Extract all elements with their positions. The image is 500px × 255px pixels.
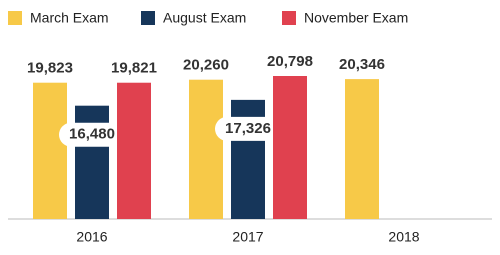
legend-label: November Exam [304,10,408,26]
value-label: 20,346 [339,56,385,73]
x-tick-label: 2018 [388,229,419,245]
value-label: 20,798 [267,53,313,70]
legend-label: March Exam [30,10,109,26]
value-label: 17,326 [225,120,271,137]
bar [273,76,307,219]
bar [33,82,67,219]
bar [117,82,151,219]
legend-swatch [8,11,22,25]
value-label: 16,480 [69,126,115,143]
bar [189,79,223,220]
x-tick-label: 2017 [232,229,263,245]
value-label-bg [215,116,281,141]
legend-swatch [141,11,155,25]
bar [75,105,109,219]
value-label: 20,260 [183,57,229,74]
legend-label: August Exam [163,10,246,26]
value-label: 19,823 [27,60,73,77]
legend-swatch [282,11,296,25]
value-label: 19,821 [111,60,157,77]
value-label-bg [59,122,125,147]
bar [345,79,379,220]
x-tick-label: 2016 [76,229,107,245]
